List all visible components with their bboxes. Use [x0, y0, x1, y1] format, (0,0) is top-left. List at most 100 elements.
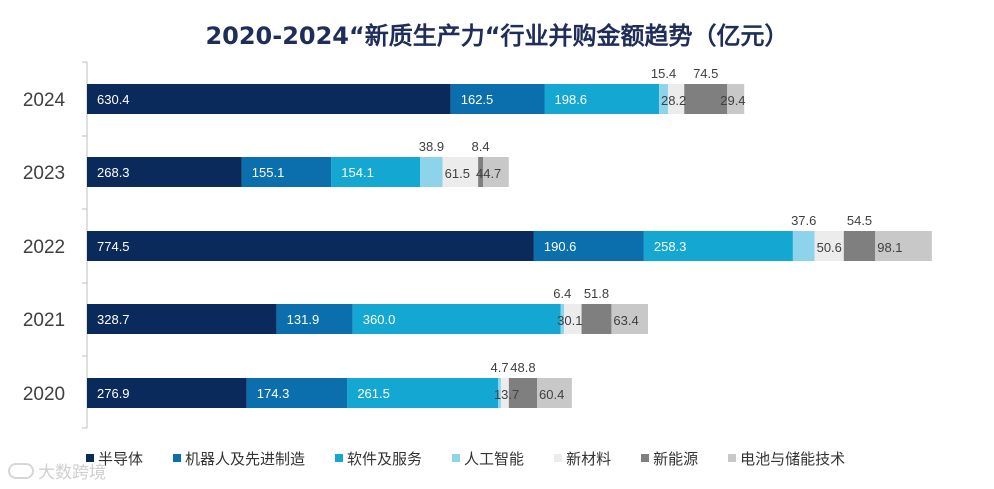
category-label-2021: 2021 [23, 310, 65, 331]
bar-2021-series-2 [352, 304, 561, 334]
legend-swatch-icon [86, 454, 94, 462]
data-label-2022-series-6: 98.1 [877, 240, 902, 255]
watermark-logo-icon [8, 462, 34, 479]
data-label-2021-series-6: 63.4 [613, 313, 638, 328]
bar-2020-series-0 [87, 378, 247, 408]
bar-2020-series-6 [537, 378, 572, 408]
chart-title: 2020-2024“新质生产力“行业并购金额趋势（亿元） [205, 22, 789, 50]
bar-2020-series-2 [347, 378, 499, 408]
bar-2023-series-3 [420, 157, 443, 187]
watermark: 大数跨境 [8, 458, 106, 483]
data-label-2021-series-0: 328.7 [97, 312, 130, 327]
legend-item: 新材料 [554, 448, 611, 469]
data-label-2020-series-6: 60.4 [539, 387, 564, 402]
watermark-text: 大数跨境 [38, 463, 106, 483]
bar-2021-series-4 [564, 304, 582, 334]
bar-2021-series-0 [87, 304, 277, 334]
data-label-2024-series-5: 74.5 [693, 66, 718, 81]
data-label-2020-series-2: 261.5 [357, 386, 390, 401]
category-label-2022: 2022 [23, 237, 65, 258]
data-label-2024-series-2: 198.6 [555, 92, 588, 107]
legend-swatch-icon [452, 454, 461, 462]
data-label-2020-series-4: 13.7 [494, 387, 519, 402]
bar-2020-series-5 [508, 378, 538, 408]
data-label-2020-series-5: 48.8 [510, 360, 535, 375]
data-label-2023-series-2: 154.1 [341, 165, 374, 180]
data-label-2024-series-6: 29.4 [720, 93, 745, 108]
data-label-2022-series-5: 54.5 [847, 213, 872, 228]
bar-2021-series-6 [611, 304, 649, 334]
legend-item: 电池与储能技术 [728, 448, 845, 469]
category-label-2023: 2023 [23, 163, 65, 184]
data-label-2024-series-1: 162.5 [461, 92, 494, 107]
bar-2020-series-4 [500, 378, 509, 408]
data-label-2022-series-3: 37.6 [791, 213, 816, 228]
data-label-2024-series-4: 28.2 [661, 93, 686, 108]
data-label-2021-series-3: 6.4 [553, 286, 571, 301]
bar-2022-series-5 [843, 231, 876, 261]
bar-2021-series-5 [581, 304, 612, 334]
data-label-2022-series-0: 774.5 [97, 239, 130, 254]
data-label-2023-series-1: 155.1 [252, 165, 285, 180]
bar-2020-series-3 [498, 378, 501, 408]
legend-item: 软件及服务 [335, 448, 422, 469]
bar-2023-series-0 [87, 157, 242, 187]
legend-swatch-icon [641, 454, 650, 462]
bar-2023-series-6 [482, 157, 509, 187]
bar-2023-series-5 [478, 157, 483, 187]
data-label-2020-series-1: 174.3 [257, 386, 290, 401]
bar-2023-series-2 [331, 157, 421, 187]
legend-label: 新材料 [566, 449, 612, 468]
data-label-2023-series-4: 61.5 [445, 166, 470, 181]
legend-item: 机器人及先进制造 [173, 448, 305, 469]
data-label-2024-series-0: 630.4 [97, 92, 130, 107]
bar-2022-series-6 [875, 231, 932, 261]
legend-item: 半导体 [86, 448, 143, 469]
bar-2024-series-5 [684, 84, 728, 114]
legend-label: 软件及服务 [347, 449, 423, 468]
bar-2024-series-1 [450, 84, 545, 114]
bar-2023-series-1 [241, 157, 332, 187]
legend-swatch-icon [728, 454, 737, 462]
bar-2020-series-1 [246, 378, 348, 408]
data-label-2020-series-0: 276.9 [97, 386, 130, 401]
category-label-2024: 2024 [23, 90, 66, 111]
bar-2024-series-2 [544, 84, 660, 114]
bar-2021-series-1 [276, 304, 353, 334]
data-label-2021-series-4: 30.1 [557, 313, 582, 328]
legend-item: 新能源 [641, 448, 698, 469]
legend-swatch-icon [335, 454, 344, 462]
data-label-2022-series-2: 258.3 [654, 239, 687, 254]
legend-label: 人工智能 [464, 449, 525, 468]
bar-2022-series-0 [87, 231, 534, 261]
legend-item: 人工智能 [452, 448, 524, 469]
bar-2024-series-4 [667, 84, 685, 114]
data-label-2020-series-3: 4.7 [491, 360, 509, 375]
bar-2022-series-3 [792, 231, 815, 261]
data-label-2023-series-0: 268.3 [97, 165, 130, 180]
bar-2022-series-4 [814, 231, 844, 261]
legend-swatch-icon [173, 454, 182, 462]
legend-label: 新能源 [653, 449, 699, 468]
bar-2024-series-6 [727, 84, 745, 114]
bar-2023-series-4 [442, 157, 479, 187]
data-label-2024-series-3: 15.4 [651, 66, 676, 81]
data-label-2021-series-1: 131.9 [287, 312, 320, 327]
legend-label: 机器人及先进制造 [185, 449, 306, 468]
bar-2024-series-0 [87, 84, 451, 114]
data-label-2023-series-5: 8.4 [472, 139, 490, 154]
data-label-2021-series-2: 360.0 [363, 312, 396, 327]
data-label-2022-series-4: 50.6 [817, 240, 842, 255]
bar-2022-series-1 [533, 231, 644, 261]
category-label-2020: 2020 [23, 384, 65, 405]
data-label-2021-series-5: 51.8 [584, 286, 609, 301]
bar-2024-series-3 [659, 84, 668, 114]
chart-legend: 半导体 机器人及先进制造 软件及服务 人工智能 新材料 新能源 电池与储能技术 [86, 446, 875, 470]
data-label-2022-series-1: 190.6 [544, 239, 577, 254]
legend-swatch-icon [554, 454, 563, 462]
bar-2022-series-2 [643, 231, 793, 261]
data-label-2023-series-6: 44.7 [476, 166, 501, 181]
legend-label: 半导体 [98, 449, 144, 468]
legend-label: 电池与储能技术 [740, 449, 846, 468]
bar-2021-series-3 [560, 304, 565, 334]
